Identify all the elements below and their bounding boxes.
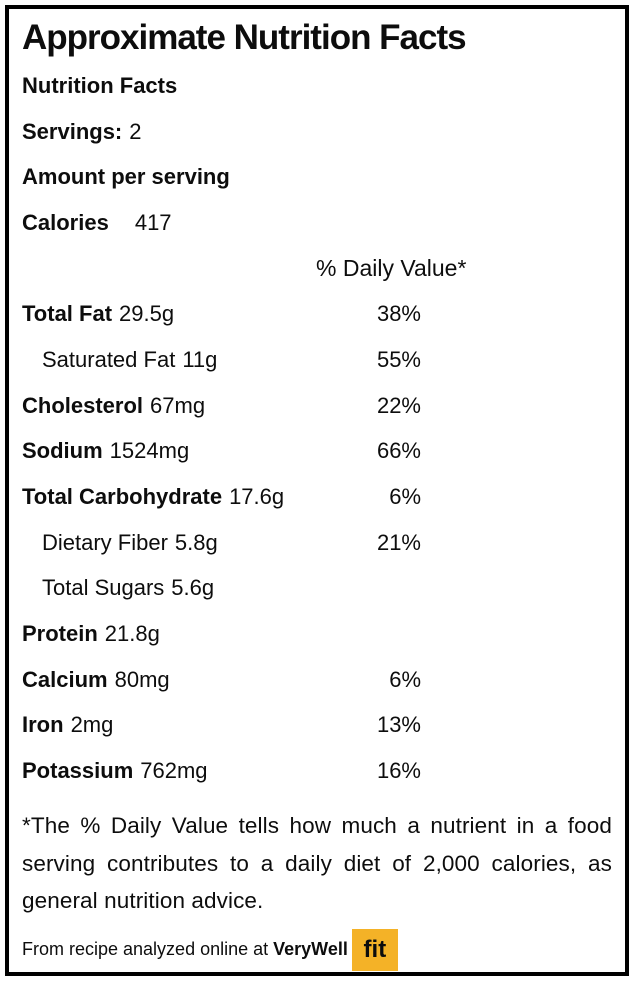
nutrient-name: Protein bbox=[22, 621, 98, 647]
amount-per-serving-line: Amount per serving bbox=[22, 154, 612, 200]
nutrient-amount: 11g bbox=[182, 346, 218, 372]
nutrient-percent: 21% bbox=[376, 529, 421, 555]
nutrient-amount: 21.8g bbox=[104, 621, 160, 647]
daily-value-footnote: *The % Daily Value tells how much a nutr… bbox=[22, 813, 612, 913]
nutrient-amount: 17.6g bbox=[229, 484, 285, 510]
nutrient-row-cholesterol: Cholesterol 67mg 22% bbox=[22, 383, 612, 429]
daily-value-header-line: % Daily Value* bbox=[22, 246, 612, 292]
nutrient-row-total-fat: Total Fat 29.5g 38% bbox=[22, 291, 612, 337]
nutrient-row-sodium: Sodium 1524mg 66% bbox=[22, 429, 612, 475]
nutrient-amount: 5.8g bbox=[174, 529, 218, 555]
nutrient-name: Cholesterol bbox=[22, 392, 144, 418]
nutrient-name: Calcium bbox=[22, 666, 108, 692]
nutrient-row-total-sugars: Total Sugars 5.6g bbox=[22, 566, 612, 612]
nutrient-percent: 6% bbox=[389, 666, 421, 692]
source-prefix: From recipe analyzed online at bbox=[22, 939, 269, 959]
nutrient-percent: 55% bbox=[376, 346, 421, 372]
nutrient-row-protein: Protein 21.8g bbox=[22, 611, 612, 657]
nutrient-name: Iron bbox=[22, 712, 64, 738]
nutrient-name: Potassium bbox=[22, 758, 134, 784]
nutrient-name: Total Carbohydrate bbox=[22, 484, 223, 510]
nutrient-name: Saturated Fat bbox=[42, 346, 176, 372]
nutrient-amount: 29.5g bbox=[119, 301, 175, 327]
verywellfit-badge: fit bbox=[351, 928, 398, 971]
nutrient-percent: 6% bbox=[389, 484, 421, 510]
nutrient-name: Total Sugars bbox=[42, 575, 165, 601]
nutrient-name: Dietary Fiber bbox=[42, 529, 168, 555]
nutrient-row-dietary-fiber: Dietary Fiber 5.8g 21% bbox=[22, 520, 612, 566]
servings-line: Servings: 2 bbox=[22, 109, 612, 155]
nutrient-row-calcium: Calcium 80mg 6% bbox=[22, 657, 612, 703]
nutrient-amount: 2mg bbox=[70, 712, 114, 738]
source-attribution-line: From recipe analyzed online at VeryWell … bbox=[22, 928, 612, 971]
nutrient-percent: 22% bbox=[376, 392, 421, 418]
nutrient-amount: 80mg bbox=[114, 666, 170, 692]
calories-line: Calories 417 bbox=[22, 200, 612, 246]
nutrient-percent: 38% bbox=[376, 301, 421, 327]
servings-value: 2 bbox=[129, 118, 142, 144]
nutrient-name: Sodium bbox=[22, 438, 103, 464]
nutrient-row-iron: Iron 2mg 13% bbox=[22, 703, 612, 749]
page-title: Approximate Nutrition Facts bbox=[22, 17, 467, 57]
source-brand: VeryWell bbox=[273, 939, 348, 959]
nutrient-amount: 67mg bbox=[150, 392, 206, 418]
calories-value: 417 bbox=[134, 209, 172, 235]
nutrient-row-total-carbohydrate: Total Carbohydrate 17.6g 6% bbox=[22, 474, 612, 520]
servings-label: Servings: bbox=[22, 118, 123, 144]
nutrient-percent: 13% bbox=[376, 712, 421, 738]
nutrient-row-potassium: Potassium 762mg 16% bbox=[22, 748, 612, 794]
nutrient-name: Total Fat bbox=[22, 301, 113, 327]
calories-label: Calories bbox=[22, 209, 109, 235]
nutrient-percent: 66% bbox=[376, 438, 421, 464]
nutrient-amount: 1524mg bbox=[109, 438, 190, 464]
amount-per-serving-label: Amount per serving bbox=[22, 164, 230, 190]
daily-value-header: % Daily Value* bbox=[316, 255, 467, 282]
nutrient-amount: 762mg bbox=[140, 758, 208, 784]
nutrient-percent: 16% bbox=[376, 758, 421, 784]
nutrition-facts-subtitle: Nutrition Facts bbox=[22, 63, 612, 109]
nutrient-row-saturated-fat: Saturated Fat 11g 55% bbox=[22, 337, 612, 383]
nutrient-amount: 5.6g bbox=[171, 575, 215, 601]
subtitle-text: Nutrition Facts bbox=[22, 72, 178, 98]
nutrition-label-frame: Approximate Nutrition Facts Nutrition Fa… bbox=[5, 5, 629, 976]
